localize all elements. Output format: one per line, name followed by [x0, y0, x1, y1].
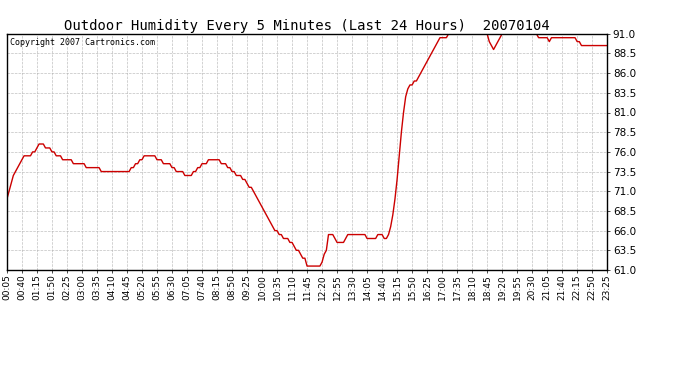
Text: Copyright 2007 Cartronics.com: Copyright 2007 Cartronics.com: [10, 39, 155, 48]
Title: Outdoor Humidity Every 5 Minutes (Last 24 Hours)  20070104: Outdoor Humidity Every 5 Minutes (Last 2…: [64, 19, 550, 33]
